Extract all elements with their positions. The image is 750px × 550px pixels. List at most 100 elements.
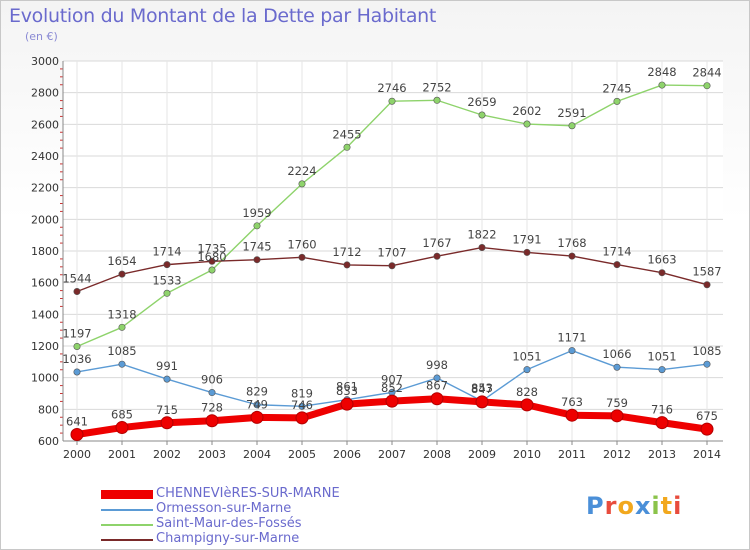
data-point — [163, 261, 171, 269]
data-label: 2224 — [287, 164, 316, 178]
data-label: 1791 — [512, 232, 541, 246]
data-label: 641 — [66, 415, 88, 429]
data-label: 1171 — [557, 331, 586, 345]
data-label: 715 — [156, 403, 178, 417]
data-point — [610, 409, 624, 423]
data-label: 2752 — [422, 80, 451, 94]
data-point — [700, 422, 714, 436]
data-label: 2591 — [557, 106, 586, 120]
data-point — [478, 244, 486, 252]
data-label: 829 — [246, 385, 268, 399]
legend-item: Ormesson-sur-Marne — [101, 501, 401, 518]
data-point — [118, 360, 126, 368]
legend-swatch — [101, 509, 153, 511]
data-point — [73, 368, 81, 376]
y-tick-label: 3000 — [31, 55, 59, 68]
data-label: 749 — [246, 397, 268, 411]
data-label: 716 — [651, 403, 673, 417]
legend-swatch — [101, 490, 153, 499]
data-label: 861 — [336, 380, 358, 394]
data-label: 2844 — [692, 66, 721, 80]
data-point — [430, 392, 444, 406]
y-tick-label: 1000 — [31, 372, 59, 385]
data-point — [523, 120, 531, 128]
data-label: 763 — [561, 395, 583, 409]
data-label: 1767 — [422, 236, 451, 250]
y-tick-label: 2000 — [31, 213, 59, 226]
series-lines — [70, 81, 714, 442]
data-point — [118, 323, 126, 331]
data-label: 1714 — [152, 245, 181, 259]
data-point — [520, 398, 534, 412]
data-label: 847 — [471, 382, 493, 396]
x-tick-label: 2011 — [558, 448, 586, 461]
x-tick-label: 2001 — [108, 448, 136, 461]
data-label: 867 — [426, 379, 448, 393]
legend-swatch — [101, 524, 153, 526]
data-label: 1654 — [107, 254, 136, 268]
data-point — [298, 402, 306, 410]
data-point — [523, 248, 531, 256]
x-tick-label: 2004 — [243, 448, 271, 461]
data-label: 1544 — [62, 272, 91, 286]
data-point — [298, 180, 306, 188]
data-label: 819 — [291, 386, 313, 400]
data-label: 1066 — [602, 347, 631, 361]
data-label: 998 — [426, 358, 448, 372]
data-label: 1085 — [107, 344, 136, 358]
x-tick-label: 2014 — [693, 448, 721, 461]
y-tick-label: 2600 — [31, 118, 59, 131]
data-label: 853 — [471, 381, 493, 395]
data-point — [703, 281, 711, 289]
y-tick-label: 1600 — [31, 277, 59, 290]
data-label: 852 — [381, 381, 403, 395]
data-label: 1085 — [692, 344, 721, 358]
data-point — [655, 416, 669, 430]
data-point — [253, 256, 261, 264]
data-point — [163, 375, 171, 383]
data-point — [613, 363, 621, 371]
data-point — [568, 122, 576, 130]
data-labels: 641 685 715 728 749 746 833 852 867 847 828 763 759 7… — [62, 65, 721, 428]
y-tick-label: 2400 — [31, 150, 59, 163]
chart-title: Evolution du Montant de la Dette par Hab… — [9, 5, 437, 27]
data-label: 1735 — [197, 241, 226, 255]
axes: 600 800 1000 1200 1400 1600 1800 2000 2200 2400 26… — [31, 55, 723, 461]
data-label: 1680 — [197, 250, 226, 264]
data-label: 1707 — [377, 246, 406, 260]
data-label: 1768 — [557, 236, 586, 250]
x-tick-label: 2006 — [333, 448, 361, 461]
data-point — [613, 261, 621, 269]
data-label: 907 — [381, 372, 403, 386]
data-label: 906 — [201, 373, 223, 387]
x-tick-label: 2013 — [648, 448, 676, 461]
legend-label: Champigny-sur-Marne — [156, 531, 300, 546]
data-point — [73, 342, 81, 350]
data-label: 2455 — [332, 127, 361, 141]
data-point — [160, 416, 174, 430]
y-tick-label: 1200 — [31, 340, 59, 353]
data-point — [568, 347, 576, 355]
data-label: 1036 — [62, 352, 91, 366]
data-label: 1318 — [107, 307, 136, 321]
chart-unit: (en €) — [25, 30, 58, 43]
y-tick-label: 2200 — [31, 182, 59, 195]
data-point — [658, 269, 666, 277]
data-point — [703, 82, 711, 90]
data-point — [523, 366, 531, 374]
data-label: 1714 — [602, 245, 631, 259]
data-point — [70, 428, 84, 442]
data-label: 828 — [516, 385, 538, 399]
data-label: 1712 — [332, 245, 361, 259]
data-label: 2848 — [647, 65, 676, 79]
legend-item: Saint-Maur-des-Fossés — [101, 516, 401, 533]
x-tick-label: 2005 — [288, 448, 316, 461]
data-point — [433, 252, 441, 260]
data-label: 759 — [606, 396, 628, 410]
grid — [63, 60, 723, 442]
data-label: 1051 — [512, 350, 541, 364]
data-label: 1822 — [467, 228, 496, 242]
series-2 — [73, 81, 711, 350]
data-point — [343, 261, 351, 269]
